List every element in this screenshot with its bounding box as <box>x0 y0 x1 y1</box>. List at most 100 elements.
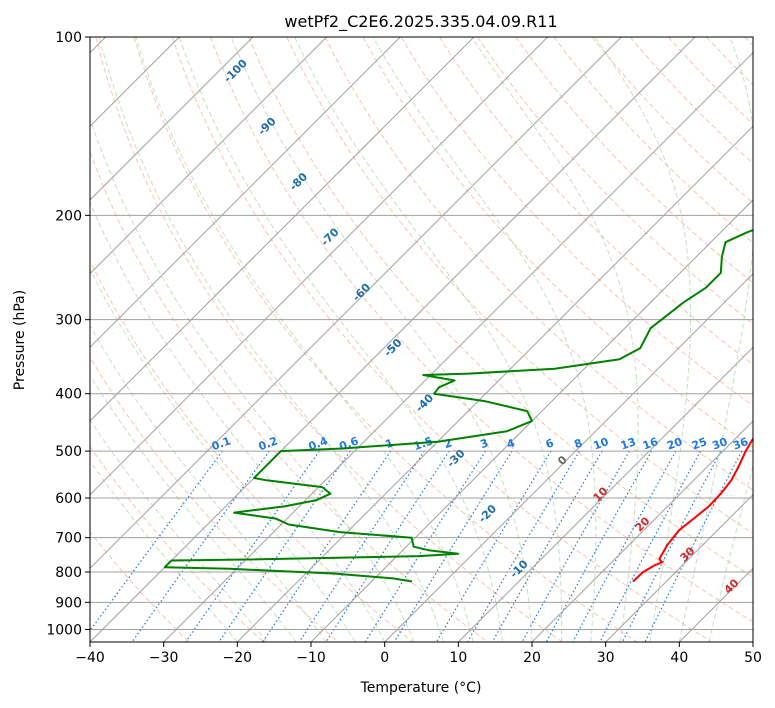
series-lines <box>163 228 753 583</box>
dry-adiabat-label: -20 <box>476 502 499 525</box>
moist-adiabat <box>372 37 597 642</box>
dry-adiabat <box>95 37 563 642</box>
mixing-ratio-line <box>599 450 702 642</box>
isotherm <box>457 346 753 642</box>
isotherm <box>605 493 753 642</box>
dry-adiabat <box>286 37 753 534</box>
isotherm <box>236 125 753 642</box>
dry-adiabat <box>171 37 712 642</box>
mixing-ratio-label: 1.5 <box>412 434 435 453</box>
y-tick-label: 300 <box>55 313 82 329</box>
moist-adiabat <box>90 201 386 642</box>
moist-adiabat-label: 0 <box>555 453 570 468</box>
temperature-line <box>632 436 753 583</box>
mixing-ratio-line <box>621 450 722 642</box>
grid-lines <box>90 37 753 642</box>
mixing-ratio-label: 0.1 <box>210 434 233 453</box>
y-axis: 100 200 300 400 500 600 700 800 900 1000 <box>46 30 90 638</box>
mixing-ratio-label: 8 <box>572 436 584 451</box>
mixing-ratio-line <box>131 450 270 642</box>
line-labels: 0.1 0.2 0.4 0.6 1 1.5 2 3 4 6 8 10 13 16 20 25 30 36-100-… <box>210 56 750 596</box>
dry-adiabat <box>438 37 753 366</box>
mixing-ratio-line <box>466 450 580 642</box>
dry-adiabat <box>90 531 190 642</box>
mixing-ratio-line <box>545 450 653 642</box>
y-tick-label: 100 <box>55 30 82 46</box>
dry-adiabat <box>629 37 753 165</box>
dry-adiabat <box>553 37 753 244</box>
x-tick-label: 30 <box>597 650 615 666</box>
mixing-ratio-label: 6 <box>544 436 556 451</box>
mixing-ratio-label: 13 <box>619 435 638 452</box>
mixing-ratio-label: 16 <box>641 435 660 453</box>
mixing-ratio-label: 4 <box>505 436 517 451</box>
moist-adiabat <box>90 324 327 642</box>
mixing-ratio-line <box>218 450 351 642</box>
mixing-ratio-line <box>521 450 631 642</box>
moist-adiabat <box>294 37 563 642</box>
isotherm <box>384 272 753 642</box>
y-tick-label: 600 <box>55 491 82 507</box>
dry-adiabat <box>477 37 753 325</box>
dry-adiabat <box>362 37 753 449</box>
mixing-ratio-line <box>491 450 603 642</box>
isotherm <box>90 37 328 275</box>
dry-adiabat <box>133 37 638 642</box>
x-tick-label: 10 <box>449 650 467 666</box>
y-tick-label: 500 <box>55 444 82 460</box>
mixing-ratio-label: 0.6 <box>338 434 361 453</box>
x-tick-label: −20 <box>223 650 253 666</box>
background-lines <box>90 37 753 642</box>
mixing-ratio-label: 10 <box>592 435 611 453</box>
moist-adiabat <box>708 464 753 642</box>
dry-adiabat <box>90 356 339 642</box>
mixing-ratio-label: 36 <box>731 435 750 453</box>
y-tick-label: 400 <box>55 387 82 403</box>
plot-frame <box>89 36 754 643</box>
dry-adiabat <box>400 37 753 407</box>
x-tick-label: −40 <box>75 650 105 666</box>
mixing-ratio-line <box>298 450 425 642</box>
moist-adiabat <box>230 37 533 642</box>
mixing-ratio-line <box>435 450 552 642</box>
dry-adiabat-label: -90 <box>255 115 278 138</box>
y-tick-label: 900 <box>55 595 82 611</box>
isotherm <box>90 37 549 496</box>
moist-adiabat <box>135 37 474 642</box>
isotherm <box>531 420 753 642</box>
isotherm <box>90 37 696 642</box>
moist-adiabat <box>90 419 268 642</box>
mixing-ratio-line <box>262 450 392 642</box>
y-tick-label: 1000 <box>46 622 82 638</box>
isotherm <box>163 51 753 642</box>
dry-adiabat-label: -10 <box>507 557 530 580</box>
moist-adiabat-label: 20 <box>633 514 653 534</box>
isotherm <box>90 37 401 349</box>
dry-adiabat-label: -50 <box>381 336 404 359</box>
mixing-ratio-label: 1 <box>384 436 396 451</box>
dry-adiabat <box>324 37 753 491</box>
mixing-ratio-label: 30 <box>710 435 729 453</box>
moist-adiabat <box>678 37 753 642</box>
dry-adiabat <box>90 445 264 642</box>
x-tick-label: 50 <box>744 650 762 666</box>
dry-adiabat <box>210 37 753 623</box>
y-tick-label: 200 <box>55 208 82 224</box>
mixing-ratio-label: 0.2 <box>257 434 280 453</box>
mixing-ratio-label: 20 <box>665 435 684 453</box>
dry-adiabat <box>248 37 753 578</box>
moist-adiabat <box>90 374 297 642</box>
x-tick-label: −30 <box>149 650 179 666</box>
mixing-ratio-line <box>185 450 320 642</box>
mixing-ratio-line <box>325 450 450 642</box>
x-tick-label: 0 <box>380 650 389 666</box>
mixing-ratio-label: 25 <box>690 435 709 452</box>
moist-adiabat <box>90 460 238 642</box>
isotherm <box>90 37 622 570</box>
moist-adiabat <box>98 37 445 642</box>
isotherm <box>90 37 254 201</box>
mixing-ratio-label: 3 <box>478 436 490 451</box>
dry-adiabat-label: -40 <box>413 391 436 414</box>
mixing-ratio-label: 2 <box>442 436 454 451</box>
